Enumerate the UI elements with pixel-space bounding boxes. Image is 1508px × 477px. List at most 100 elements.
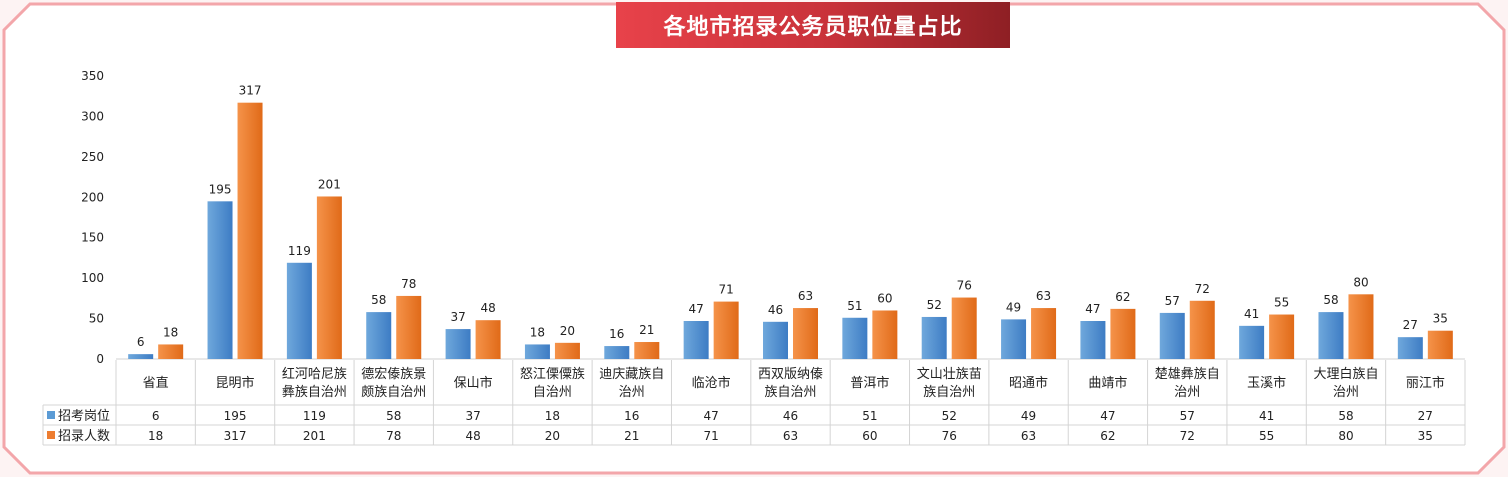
data-label: 63 (798, 289, 813, 303)
table-value: 201 (303, 429, 326, 443)
bar-positions (524, 344, 550, 359)
table-value: 62 (1100, 429, 1115, 443)
bar-hires (793, 308, 818, 359)
data-label: 47 (689, 302, 704, 316)
table-value: 51 (862, 409, 877, 423)
category-label: 省直 (143, 376, 169, 391)
category-label: 昆明市 (216, 375, 255, 391)
table-value: 35 (1418, 429, 1433, 443)
table-value: 63 (783, 429, 798, 443)
chart-title: 各地市招录公务员职位量占比 (663, 15, 963, 40)
y-tick-label: 50 (89, 312, 104, 326)
bar-positions (128, 354, 154, 359)
bar-hires (1427, 330, 1453, 359)
table-value: 37 (465, 409, 480, 423)
category-label: 族自治州 (764, 384, 816, 400)
data-label: 58 (371, 293, 386, 307)
category-label: 治州 (1333, 385, 1359, 400)
bar-positions (445, 329, 471, 359)
data-label: 60 (877, 291, 892, 305)
category-label: 治州 (619, 385, 645, 400)
table-value: 49 (1021, 409, 1036, 423)
data-label: 51 (847, 299, 862, 313)
y-tick-label: 150 (81, 231, 104, 245)
category-label: 迪庆藏族自 (599, 366, 664, 382)
data-label: 195 (209, 182, 232, 196)
data-label: 47 (1085, 302, 1100, 316)
data-label: 21 (639, 323, 654, 337)
legend-label: 招录人数 (58, 429, 110, 444)
category-label: 普洱市 (850, 375, 889, 391)
bar-positions (286, 262, 312, 359)
table-value: 60 (862, 429, 877, 443)
y-tick-label: 0 (96, 352, 104, 366)
data-label: 55 (1274, 296, 1289, 310)
category-label: 族自治州 (923, 384, 975, 400)
data-label: 78 (401, 277, 416, 291)
table-value: 46 (783, 409, 798, 423)
bar-positions (207, 201, 233, 359)
bar-positions (763, 321, 788, 359)
data-label: 6 (137, 335, 145, 349)
table-value: 41 (1259, 409, 1274, 423)
category-label: 大理白族自 (1313, 366, 1378, 382)
data-label: 71 (719, 283, 734, 297)
data-label: 46 (768, 303, 783, 317)
table-value: 47 (1100, 409, 1115, 423)
table-value: 52 (942, 409, 957, 423)
bar-hires (1269, 314, 1295, 359)
category-label: 昭通市 (1009, 375, 1048, 391)
table-value: 20 (545, 429, 560, 443)
bar-hires (1189, 300, 1215, 359)
table-value: 16 (624, 409, 639, 423)
category-label: 彝族自治州 (282, 384, 347, 400)
bar-hires (713, 301, 739, 359)
y-tick-label: 300 (81, 109, 104, 123)
bar-positions (1397, 337, 1423, 359)
table-value: 80 (1338, 429, 1353, 443)
bar-hires (396, 295, 422, 359)
legend-key-0 (47, 411, 55, 419)
table-value: 18 (148, 429, 163, 443)
category-label: 自治州 (533, 385, 572, 400)
category-label: 临沧市 (692, 375, 731, 391)
category-label: 保山市 (454, 375, 493, 391)
data-label: 18 (163, 325, 178, 339)
table-value: 317 (224, 429, 247, 443)
data-label: 76 (957, 279, 972, 293)
category-label: 怒江傈僳族 (520, 366, 585, 382)
data-label: 63 (1036, 289, 1051, 303)
table-value: 76 (942, 429, 957, 443)
bar-hires (475, 320, 501, 359)
bar-hires (1031, 308, 1057, 359)
bar-hires (158, 344, 184, 359)
data-label: 18 (530, 325, 545, 339)
table-value: 58 (386, 409, 401, 423)
bar-positions (921, 316, 947, 359)
data-label: 37 (450, 310, 465, 324)
category-label: 楚雄彝族自 (1155, 366, 1220, 382)
data-label: 119 (288, 244, 311, 258)
bar-positions (366, 312, 392, 359)
category-label: 曲靖市 (1088, 375, 1127, 391)
category-label: 德宏傣族景 (361, 366, 426, 382)
table-value: 195 (224, 409, 247, 423)
data-label: 27 (1403, 318, 1418, 332)
table-value: 27 (1418, 409, 1433, 423)
data-label: 58 (1323, 293, 1338, 307)
bar-positions (1001, 319, 1027, 359)
table-value: 71 (704, 429, 719, 443)
category-label: 颇族自治州 (361, 384, 426, 400)
table-value: 119 (303, 409, 326, 423)
table-value: 18 (545, 409, 560, 423)
data-label: 35 (1433, 312, 1448, 326)
bar-positions (1159, 312, 1185, 359)
data-label: 49 (1006, 300, 1021, 314)
category-label: 治州 (1174, 385, 1200, 400)
data-label: 62 (1115, 290, 1130, 304)
y-tick-label: 100 (81, 271, 104, 285)
y-tick-label: 200 (81, 190, 104, 204)
bar-hires (634, 342, 660, 359)
bar-positions (683, 320, 709, 359)
